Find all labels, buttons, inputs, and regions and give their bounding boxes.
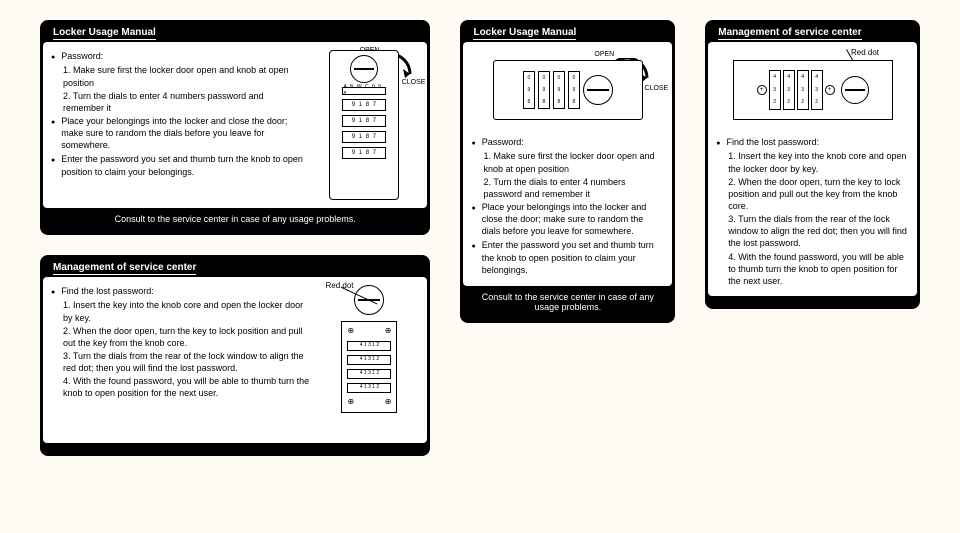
section-head: Password: [61,50,103,62]
panel-usage-manual-small: Locker Usage Manual OPEN CLOSE 098 098 0… [460,20,675,323]
dial: 432 [811,70,823,110]
section-head: Password: [482,136,524,148]
screw-icon: + [757,85,767,95]
dial: 9 1 8 7 [342,147,386,159]
close-label: CLOSE [645,84,669,93]
dial: 432 [783,70,795,110]
instructions: Find the lost password: 1. Insert the ke… [51,285,313,435]
panel-service-center-large: Management of service center Find the lo… [40,255,430,456]
panel-footer: Consult to the service center in case of… [463,286,672,320]
knob-icon [350,55,378,83]
dial: 432 [769,70,781,110]
mechanism-diagram-vertical: Red dot ⊕⊕ 4 1 3 1 2 4 1 3 1 2 4 1 3 1 2… [319,285,419,435]
panel-footer: Consult to the service center in case of… [43,208,427,232]
right-column: Management of service center Red dot + 4… [705,20,920,309]
close-label: CLOSE [402,78,426,87]
step: Enter the password you set and thumb tur… [61,153,303,177]
step: 3. Turn the dials from the rear of the l… [728,213,909,249]
mechanism-body: ⊕⊕ 4 1 3 1 2 4 1 3 1 2 4 1 3 1 2 4 1 3 1… [341,321,397,413]
dial: 098 [538,71,550,109]
instructions: Find the lost password: 1. Insert the ke… [716,136,909,288]
step: 4. With the found password, you will be … [63,375,313,399]
dial: 9 1 8 7 [342,99,386,111]
dial-label: A N W C 0 9 8 [342,87,386,95]
dial: 098 [553,71,565,109]
dial: 9 1 8 7 [342,131,386,143]
dial: 9 1 8 7 [342,115,386,127]
panel-usage-manual-large: Locker Usage Manual Password: 1. Make su… [40,20,430,235]
middle-column: Locker Usage Manual OPEN CLOSE 098 098 0… [460,20,675,323]
knob-icon [354,285,384,315]
panel-title: Locker Usage Manual [473,27,576,40]
reddot-label: Red dot [851,48,879,59]
section-head: Find the lost password: [726,136,819,148]
instructions: Password: 1. Make sure first the locker … [51,50,303,200]
left-column: Locker Usage Manual Password: 1. Make su… [40,20,430,456]
step: 2. Turn the dials to enter 4 numbers pas… [483,176,664,200]
step: 1. Insert the key into the knob core and… [63,299,313,323]
panel-service-center-small: Management of service center Red dot + 4… [705,20,920,309]
section-head: Find the lost password: [61,285,154,297]
dial: 432 [797,70,809,110]
step: 1. Make sure first the locker door open … [63,64,303,88]
step: 1. Insert the key into the knob core and… [728,150,909,174]
dial: 098 [523,71,535,109]
knob-icon [841,76,869,104]
mechanism-diagram-horizontal: Red dot + 432 432 432 432 + [716,50,909,130]
dial: 098 [568,71,580,109]
dial: 4 1 3 1 2 [347,341,391,351]
panel-title: Management of service center [53,262,196,275]
panel-title: Management of service center [718,27,861,40]
dial: 4 1 3 1 2 [347,369,391,379]
step: 2. When the door open, turn the key to l… [728,176,909,212]
instructions: Password: 1. Make sure first the locker … [471,136,664,278]
step: Place your belongings into the locker an… [61,115,303,151]
panel-title: Locker Usage Manual [53,27,156,40]
screw-icon: + [825,85,835,95]
lock-diagram-vertical: OPEN CLOSE A N W C 0 9 8 9 1 8 7 9 1 8 7… [309,50,419,200]
step: 2. Turn the dials to enter 4 numbers pas… [63,90,303,114]
step: 2. When the door open, turn the key to l… [63,325,313,349]
step: Enter the password you set and thumb tur… [482,239,665,275]
knob-icon [583,75,613,105]
step: 1. Make sure first the locker door open … [483,150,664,174]
lock-diagram-horizontal: OPEN CLOSE 098 098 098 098 [471,50,664,130]
step: 4. With the found password, you will be … [728,251,909,287]
step: 3. Turn the dials from the rear of the l… [63,350,313,374]
dial: 4 1 3 1 2 [347,383,391,393]
dial: 4 1 3 1 2 [347,355,391,365]
step: Place your belongings into the locker an… [482,201,665,237]
